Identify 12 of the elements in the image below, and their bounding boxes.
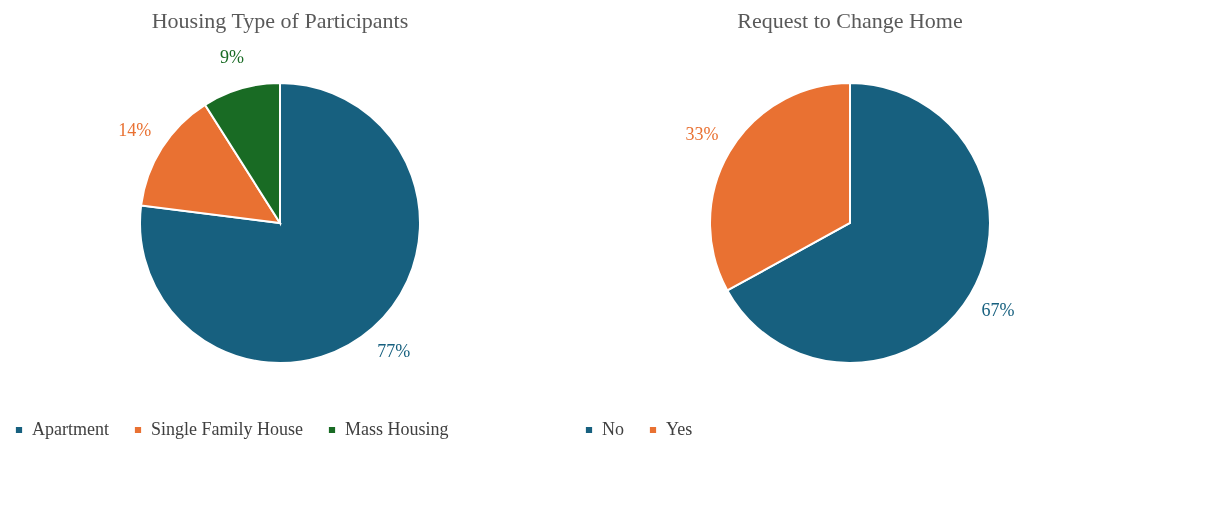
data-label: 67%	[981, 299, 1015, 320]
legend-label: Yes	[666, 419, 693, 439]
data-label: 14%	[118, 119, 152, 140]
chart-title: Housing Type of Participants	[151, 8, 409, 33]
legend-label: Apartment	[32, 419, 109, 439]
data-label: 9%	[220, 46, 245, 67]
data-label: 77%	[377, 341, 411, 362]
legend-label: No	[602, 419, 624, 439]
data-label: 33%	[685, 124, 719, 145]
legend-label: Single Family House	[151, 419, 304, 439]
chart-title: Request to Change Home	[737, 8, 963, 33]
legend-label: Mass Housing	[345, 419, 449, 439]
